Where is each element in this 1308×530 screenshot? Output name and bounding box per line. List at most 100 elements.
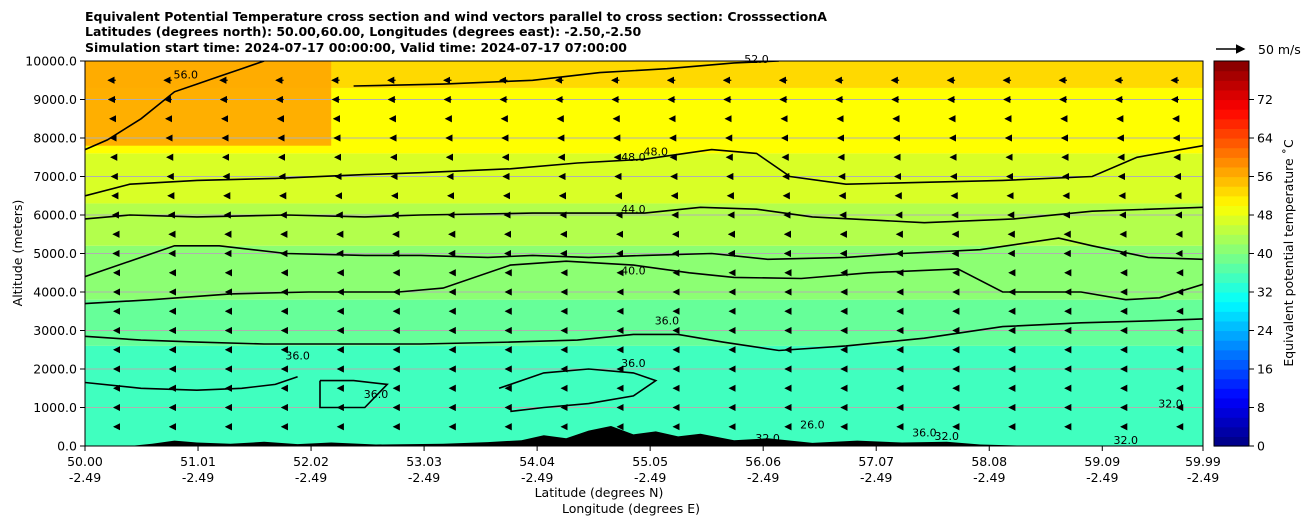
colorbar-segment <box>1214 215 1249 226</box>
colorbar-segment <box>1214 369 1249 380</box>
x-tick-label-lon-10: -2.49 <box>1187 470 1219 485</box>
colorbar-tick-label-6: 48 <box>1257 208 1273 223</box>
y-tick-label-3: 3000.0 <box>33 323 77 338</box>
x-tick-label-lat-1: 51.01 <box>180 454 216 469</box>
terrain-fill <box>85 426 1203 446</box>
y-tick-label-0: 0.0 <box>57 439 77 454</box>
x-tick-label-lat-7: 57.07 <box>858 454 894 469</box>
field-band-1 <box>85 299 1203 346</box>
contour-line-7 <box>85 375 298 392</box>
x-tick-label-lon-4: -2.49 <box>521 470 553 485</box>
x-tick-label-lat-9: 59.09 <box>1084 454 1120 469</box>
contour-label-10: 32.0 <box>1158 398 1183 411</box>
colorbar-segment <box>1214 378 1249 389</box>
colorbar-tick-label-7: 56 <box>1257 169 1273 184</box>
colorbar-segment <box>1214 138 1249 149</box>
colorbar-tick-label-2: 16 <box>1257 362 1273 377</box>
y-tick-label-8: 8000.0 <box>33 131 77 146</box>
colorbar-segment <box>1214 388 1249 399</box>
field-band-0 <box>85 345 1203 446</box>
contour-label-7: 36.0 <box>285 349 310 362</box>
colorbar-segment <box>1214 417 1249 428</box>
contour-label-8: 36.0 <box>364 388 389 401</box>
y-tick-label-5: 5000.0 <box>33 246 77 261</box>
reference-vector-label: 50 m/s <box>1258 42 1301 57</box>
contour-line-4 <box>85 144 1203 197</box>
colorbar-segment <box>1214 272 1249 283</box>
colorbar-segment <box>1214 243 1249 255</box>
grid-lines <box>85 99 1203 408</box>
colorbar-segment <box>1214 99 1249 110</box>
colorbar-segment <box>1214 292 1249 303</box>
field-band-3 <box>85 203 1203 246</box>
x-tick-label-lon-3: -2.49 <box>408 470 440 485</box>
contour-line-1 <box>85 260 1203 305</box>
colorbar-segment <box>1214 61 1249 72</box>
x-tick-label-lat-3: 53.03 <box>406 454 442 469</box>
colorbar-segment <box>1214 234 1249 245</box>
y-tick-label-7: 7000.0 <box>33 169 77 184</box>
colorbar-segment <box>1214 70 1249 81</box>
colorbar-segment <box>1214 166 1249 178</box>
terrain <box>85 426 1203 446</box>
colorbar-segment <box>1214 311 1249 322</box>
x-tick-label-lat-0: 50.00 <box>67 454 103 469</box>
colorbar-segment <box>1214 407 1249 418</box>
contour-label-2: 44.0 <box>621 203 646 216</box>
colorbar-segment <box>1214 349 1249 360</box>
colorbar-segment <box>1214 397 1249 409</box>
contour-label-3: 48.0 <box>621 151 646 164</box>
colorbar-segment <box>1214 147 1249 158</box>
contour-line-0 <box>85 318 1203 352</box>
contour-label-13: 36.0 <box>912 426 937 439</box>
colorbar <box>1214 61 1249 447</box>
colorbar-tick-label-4: 32 <box>1257 285 1273 300</box>
contour-line-9 <box>498 368 658 413</box>
colorbar-segment <box>1214 224 1249 235</box>
x-tick-label-lat-8: 58.08 <box>971 454 1007 469</box>
colorbar-segment <box>1214 118 1249 129</box>
x-tick-label-lon-8: -2.49 <box>973 470 1005 485</box>
colorbar-segment <box>1214 157 1249 168</box>
colorbar-segment <box>1214 176 1249 187</box>
chart-title-line-1: Equivalent Potential Temperature cross s… <box>85 9 827 24</box>
contour-line-5 <box>353 61 779 87</box>
colorbar-segment <box>1214 205 1249 216</box>
colorbar-label: Equivalent potential temperature ˚C <box>1281 139 1296 367</box>
colorbar-segment <box>1214 253 1249 264</box>
contour-label-14: 26.0 <box>800 419 825 432</box>
y-axis-ticks: 0.0 1000.0 2000.0 3000.0 4000.0 5000.0 6000.0 7… <box>25 54 85 454</box>
contour-label-11: 32.0 <box>1114 434 1139 447</box>
x-tick-label-lon-1: -2.49 <box>182 470 214 485</box>
y-axis-label: Altitude (meters) <box>10 200 25 307</box>
x-tick-label-lon-0: -2.49 <box>69 470 101 485</box>
x-tick-label-lon-2: -2.49 <box>295 470 327 485</box>
x-tick-label-lat-6: 56.06 <box>745 454 781 469</box>
colorbar-tick-label-8: 64 <box>1257 131 1273 146</box>
colorbar-ticks: 0 8 16 24 32 40 48 56 64 72 <box>1249 92 1273 454</box>
x-tick-label-lat-2: 52.02 <box>293 454 329 469</box>
x-tick-label-lon-5: -2.49 <box>634 470 666 485</box>
contour-label-4: 48.0 <box>644 145 669 158</box>
colorbar-segment <box>1214 263 1249 274</box>
contour-label-0: 36.0 <box>655 315 680 328</box>
contour-label-5: 52.0 <box>744 53 769 66</box>
x-tick-label-lon-7: -2.49 <box>860 470 892 485</box>
x-axis-ticks: 50.00-2.4951.01-2.4952.02-2.4953.03-2.49… <box>67 446 1221 485</box>
colorbar-segment <box>1214 80 1249 91</box>
colorbar-segment <box>1214 320 1249 332</box>
y-tick-label-9: 9000.0 <box>33 92 77 107</box>
colorbar-segment <box>1214 340 1249 351</box>
contour-label-9: 36.0 <box>621 357 646 370</box>
colorbar-segment <box>1214 89 1249 101</box>
colorbar-segment <box>1214 359 1249 370</box>
x-tick-label-lat-5: 55.05 <box>632 454 668 469</box>
contour-label-12: 32.0 <box>934 430 959 443</box>
colorbar-segment <box>1214 301 1249 312</box>
chart-title-line-3: Simulation start time: 2024-07-17 00:00:… <box>85 40 627 55</box>
y-tick-label-4: 4000.0 <box>33 285 77 300</box>
colorbar-tick-label-5: 40 <box>1257 246 1273 261</box>
x-tick-label-lat-4: 54.04 <box>519 454 555 469</box>
field-warm-core <box>85 61 332 146</box>
